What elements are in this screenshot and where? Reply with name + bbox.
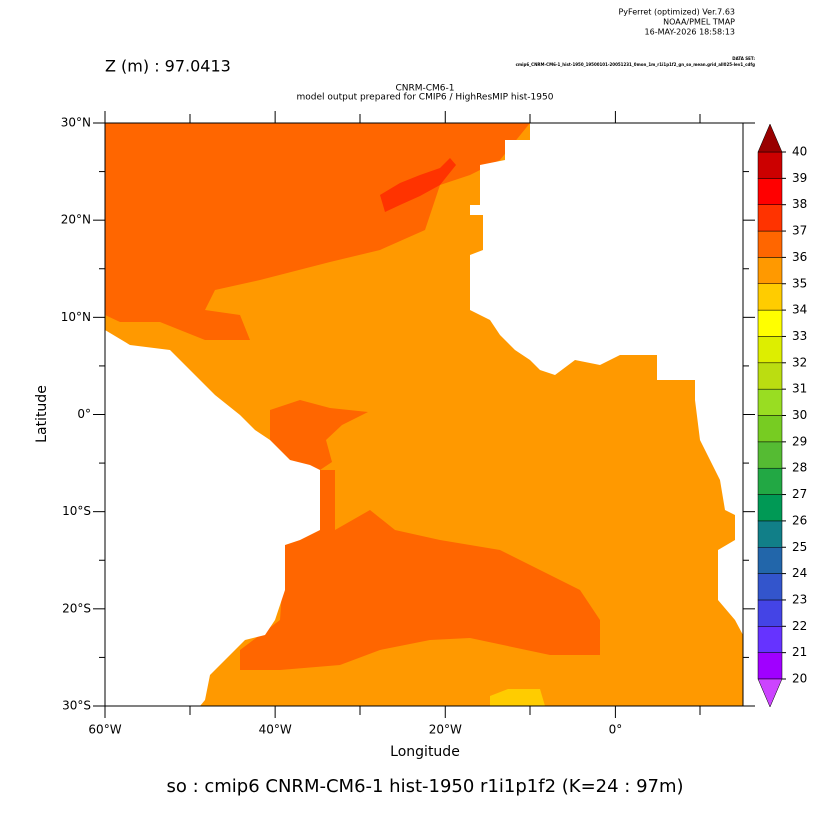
y-tick-label: 30°N [61,116,91,130]
field [105,123,743,706]
colorbar-box [757,467,783,495]
colorbar-box [757,547,783,574]
subtitle: model output prepared for CMIP6 / HighRe… [297,93,554,103]
y-tick-label: 10°S [62,504,91,518]
colorbar-label: 26 [792,513,807,527]
colorbar-label: 34 [792,303,807,317]
colorbar-box [757,652,783,680]
org: NOAA/PMEL TMAP [663,18,735,27]
region-36 [240,470,600,670]
colorbar-box [757,441,783,469]
region-36 [270,400,368,470]
colorbar-label: 22 [792,619,807,633]
colorbar-box [757,626,783,653]
minor-ticks [189,114,701,715]
region-34 [490,689,545,706]
colorbar-box [757,388,783,416]
y-tick-label: 20°N [61,213,91,227]
colorbar-box [757,520,783,548]
colorbar-label: 27 [792,487,807,501]
colorbar-box [757,309,783,337]
colorbar-label: 28 [792,461,807,475]
land-south-america [105,330,320,706]
colorbar-label: 21 [792,645,807,659]
colorbar-box [757,573,783,601]
colorbar-label: 25 [792,540,807,554]
colorbar-box [757,283,783,311]
colorbar-label: 29 [792,434,807,448]
colorbar-label: 31 [792,382,807,396]
land-africa [470,123,743,635]
colorbar-label: 32 [792,355,807,369]
software: PyFerret (optimized) Ver.7.63 [618,8,735,17]
y-axis-label: Latitude [34,385,50,443]
colorbar-box [757,257,783,284]
y-tick-label: 0° [77,407,91,421]
colorbar-box [757,362,783,390]
x-tick-label: 0° [609,723,623,737]
colorbar-label: 37 [792,224,807,238]
colorbar-label: 24 [792,566,807,580]
colorbar-label: 33 [792,329,807,343]
colorbar-label: 35 [792,276,807,290]
x-tick-label: 40°W [259,723,292,737]
colorbar-label: 38 [792,197,807,211]
colorbar-box [757,151,783,179]
x-axis-label: Longitude [390,744,460,760]
colorbar-box [757,230,783,258]
colorbar-label: 40 [792,145,807,159]
colorbar-over [757,123,783,153]
x-tick-label: 60°W [88,723,121,737]
colorbar-label: 23 [792,592,807,606]
colorbar-box [757,336,783,364]
title: CNRM-CM6-1 [395,84,454,94]
y-tick-label: 30°S [62,699,91,713]
colorbar-box [757,178,783,205]
colorbar-label: 20 [792,672,807,686]
colorbar-box [757,204,783,232]
footer: so : cmip6 CNRM-CM6-1 hist-1950 r1i1p1f2… [166,776,683,797]
y-tick-label: 10°N [61,310,91,324]
region-37 [380,158,456,212]
date: 16-MAY-2026 18:58:13 [645,28,735,37]
colorbar-box [757,599,783,627]
dataset-label: DATA SET: [732,56,755,61]
colorbar-box [757,415,783,443]
colorbar-label: 36 [792,250,807,264]
colorbar-box [757,494,783,522]
x-tick-label: 20°W [429,723,462,737]
dataset: cmip6_CNRM-CM6-1_hist-1950_19500101-2005… [516,62,756,67]
colorbar-under [757,678,783,708]
y-tick-label: 20°S [62,601,91,615]
colorbar-label: 30 [792,408,807,422]
colorbar-label: 39 [792,171,807,185]
depth: Z (m) : 97.0413 [105,57,231,76]
